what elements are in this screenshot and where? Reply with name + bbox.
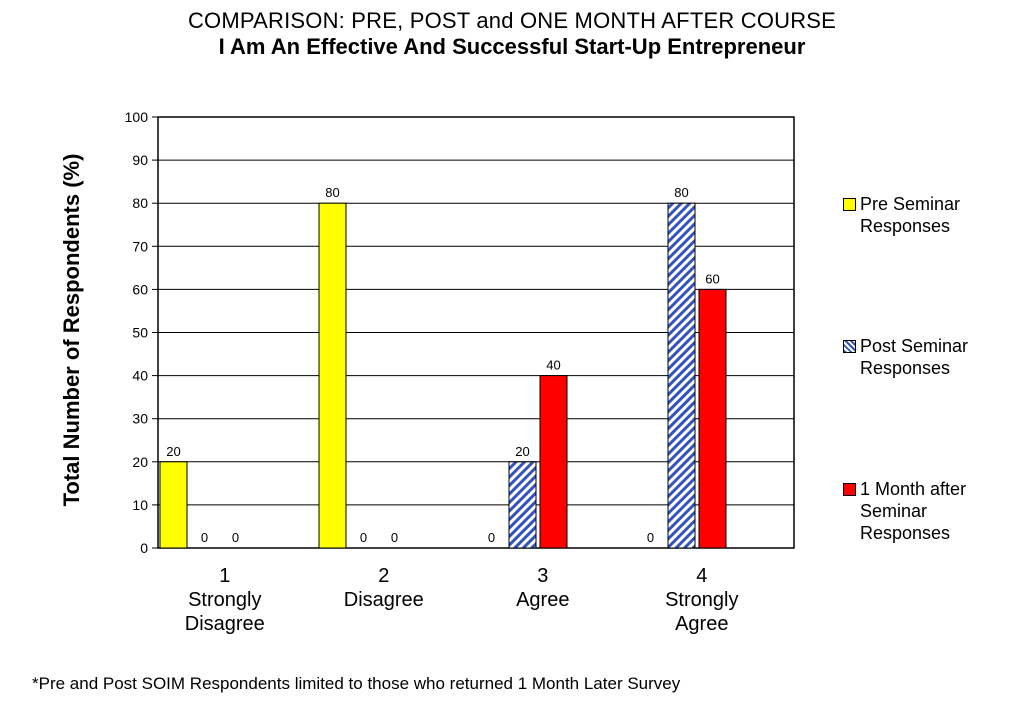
data-label: 80 bbox=[325, 185, 339, 200]
x-tick-label: 3 bbox=[537, 565, 548, 587]
legend-swatch bbox=[843, 483, 856, 496]
bar-series-1-cat-2 bbox=[508, 461, 537, 549]
data-label: 60 bbox=[705, 271, 719, 286]
x-category-label: Strongly bbox=[188, 589, 261, 611]
y-tick-label: 90 bbox=[132, 152, 148, 168]
y-tick-label: 60 bbox=[132, 281, 148, 297]
chart-title-block: COMPARISON: PRE, POST and ONE MONTH AFTE… bbox=[0, 8, 1024, 60]
bar-series-1-cat-3 bbox=[667, 202, 696, 549]
data-label: 0 bbox=[488, 530, 495, 545]
y-tick-label: 80 bbox=[132, 195, 148, 211]
y-tick-label: 70 bbox=[132, 238, 148, 254]
data-label: 0 bbox=[232, 530, 239, 545]
bar-series-2-cat-2 bbox=[539, 375, 568, 549]
x-category-label: Disagree bbox=[185, 613, 265, 635]
data-label: 0 bbox=[360, 530, 367, 545]
bar-series-0-cat-1 bbox=[318, 202, 347, 549]
y-tick-label: 0 bbox=[140, 540, 148, 556]
data-label: 0 bbox=[201, 530, 208, 545]
chart-title: COMPARISON: PRE, POST and ONE MONTH AFTE… bbox=[187, 8, 837, 33]
x-category-label: Strongly bbox=[665, 589, 738, 611]
y-tick-label: 30 bbox=[132, 411, 148, 427]
legend-label: Post Seminar Responses bbox=[860, 335, 968, 379]
y-tick-label: 20 bbox=[132, 454, 148, 470]
legend-label: 1 Month after Seminar Responses bbox=[860, 478, 966, 544]
chart-subtitle: I Am An Effective And Successful Start-U… bbox=[218, 34, 806, 59]
x-category-label: Agree bbox=[675, 613, 728, 635]
legend-label-line: Post Seminar bbox=[860, 336, 969, 356]
legend-label: Pre Seminar Responses bbox=[860, 193, 960, 237]
x-tick-label: 1 bbox=[219, 565, 230, 587]
x-category-label: Disagree bbox=[344, 589, 424, 611]
x-tick-label: 2 bbox=[378, 565, 389, 587]
plot-frame bbox=[157, 116, 795, 549]
footnote: *Pre and Post SOIM Respondents limited t… bbox=[32, 674, 681, 693]
y-tick-label: 50 bbox=[132, 325, 148, 341]
data-label: 20 bbox=[166, 444, 180, 459]
legend-label-line: Responses bbox=[860, 358, 951, 378]
legend-swatch bbox=[843, 198, 856, 211]
legend-label-line: Pre Seminar bbox=[860, 194, 961, 214]
x-category-label: Agree bbox=[516, 589, 569, 611]
y-tick-label: 40 bbox=[132, 368, 148, 384]
legend-swatch bbox=[843, 340, 856, 353]
data-label: 80 bbox=[674, 185, 688, 200]
data-label: 40 bbox=[546, 358, 560, 373]
y-tick-label: 100 bbox=[125, 109, 149, 125]
data-label: 0 bbox=[391, 530, 398, 545]
bar-series-0-cat-0 bbox=[159, 461, 188, 549]
legend-label-line: Responses bbox=[860, 216, 951, 236]
legend-label-line: Seminar bbox=[860, 501, 928, 521]
bar-series-2-cat-3 bbox=[698, 288, 727, 549]
x-tick-label: 4 bbox=[696, 565, 707, 587]
data-label: 20 bbox=[515, 444, 529, 459]
legend-label-line: Responses bbox=[860, 523, 951, 543]
legend-label-line: 1 Month after bbox=[860, 479, 967, 499]
y-tick-label: 10 bbox=[132, 497, 148, 513]
data-label: 0 bbox=[647, 530, 654, 545]
